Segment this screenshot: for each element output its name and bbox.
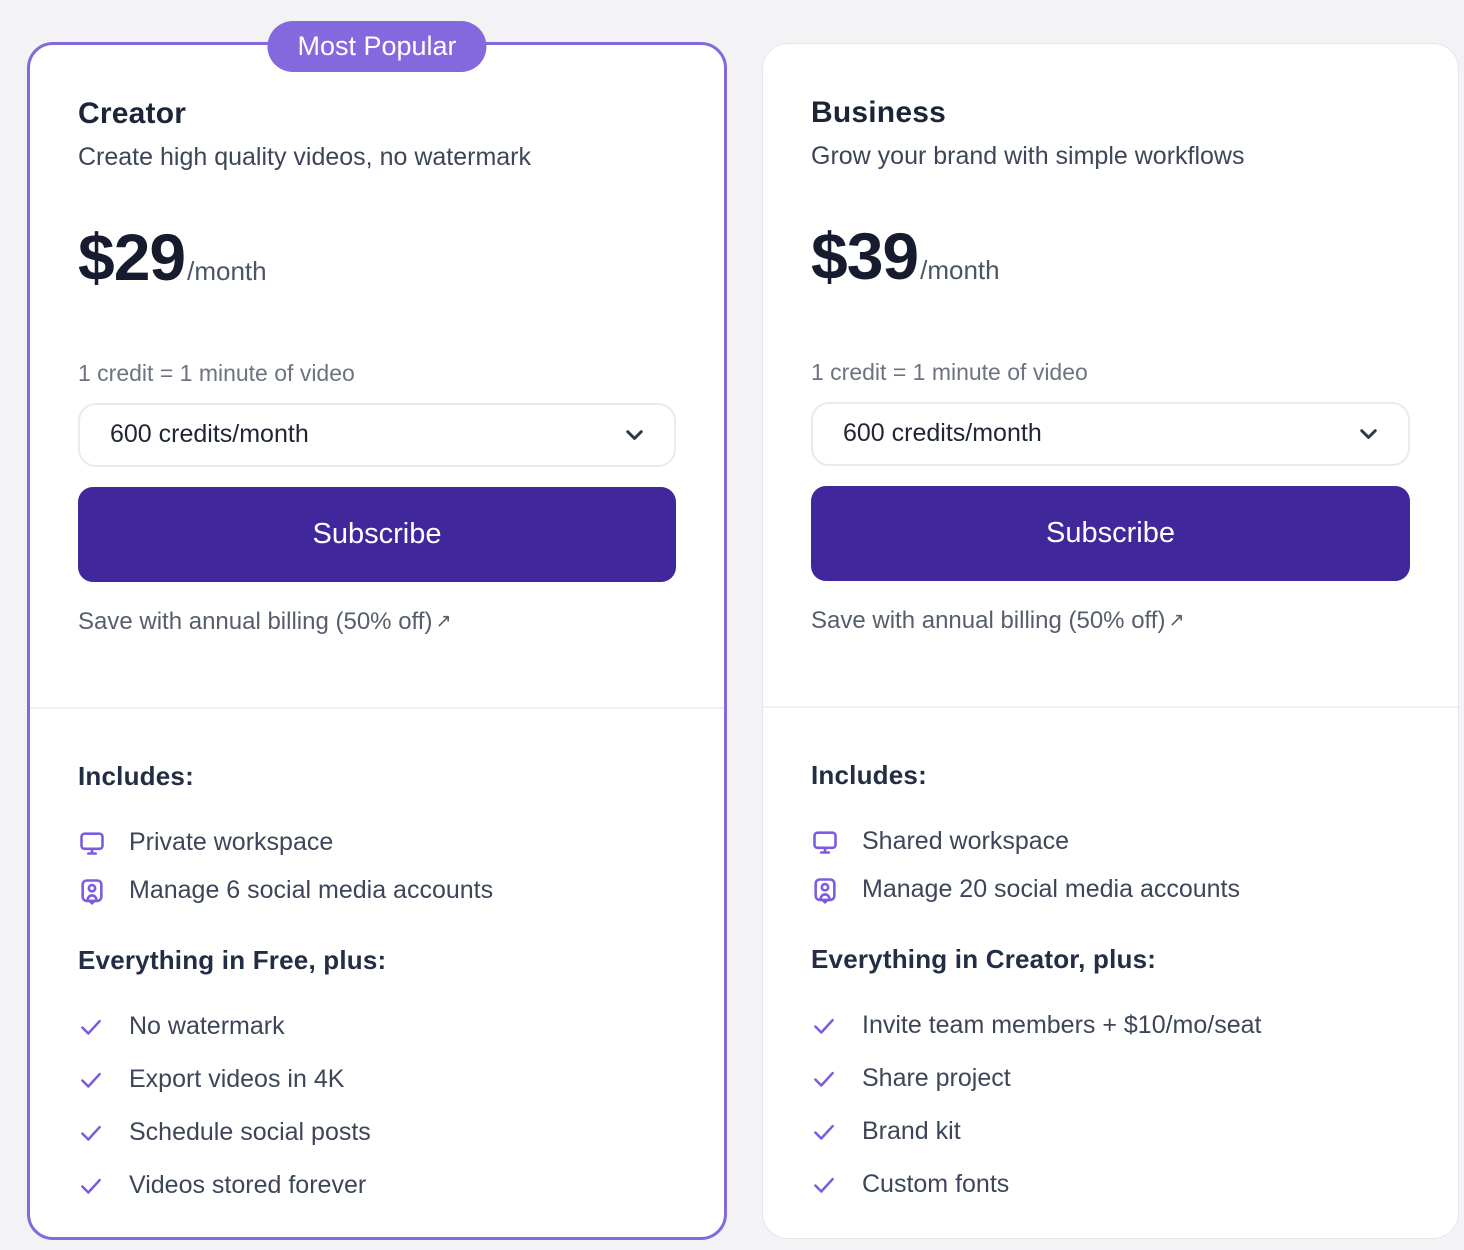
credits-dropdown-business[interactable]: 600 credits/month [811,401,1410,466]
features-list-business: Invite team members + $10/mo/seat Share … [811,1011,1410,1199]
list-item: Invite team members + $10/mo/seat [811,1011,1410,1040]
includes-title: Includes: [78,761,194,791]
list-item: No watermark [78,1012,676,1041]
plan-tagline-creator: Create high quality videos, no watermark [78,143,532,171]
feature-label: Custom fonts [862,1170,1010,1198]
check-icon [78,1014,104,1040]
plus-title: Everything in Creator, plus: [811,944,1157,974]
credit-note: 1 credit = 1 minute of video [811,358,1088,385]
chevron-down-icon [1355,420,1382,447]
includes-title: Includes: [811,760,927,790]
annual-billing-link-creator[interactable]: Save with annual billing (50% off) ↗ [78,608,451,636]
check-icon [811,1066,837,1092]
plan-card-business: Business Grow your brand with simple wor… [762,43,1459,1239]
feature-label: Share project [862,1064,1011,1092]
check-icon [78,1173,104,1199]
creator-card-top: Creator Create high quality videos, no w… [30,45,724,707]
price-period: /month [187,256,267,286]
includes-list-business: Shared workspace Manage 20 social media … [811,827,1410,904]
subscribe-button-creator[interactable]: Subscribe [78,486,676,582]
list-item: Export videos in 4K [78,1065,676,1094]
feature-label: Invite team members + $10/mo/seat [862,1011,1262,1039]
creator-card-bottom: Includes: Private workspace Manage 6 soc… [30,709,724,1200]
list-item: Shared workspace [811,827,1410,856]
include-label: Manage 20 social media accounts [862,875,1241,903]
business-card-top: Business Grow your brand with simple wor… [763,44,1458,706]
plan-title-creator: Creator [78,97,187,130]
card-divider [763,706,1458,708]
features-list-creator: No watermark Export videos in 4K Schedul… [78,1012,676,1200]
price-amount: $39 [811,219,919,293]
list-item: Share project [811,1064,1410,1093]
list-item: Schedule social posts [78,1118,676,1147]
check-icon [78,1067,104,1093]
feature-label: No watermark [129,1012,285,1040]
price-row-creator: $29 /month [78,220,676,296]
person-badge-icon [811,876,839,904]
price-row-business: $39 /month [811,219,1410,295]
list-item: Manage 20 social media accounts [811,875,1410,904]
list-item: Brand kit [811,1117,1410,1146]
plan-title-business: Business [811,96,946,129]
credits-dropdown-value: 600 credits/month [110,420,309,449]
list-item: Manage 6 social media accounts [78,876,676,905]
most-popular-badge: Most Popular [267,21,487,72]
business-card-bottom: Includes: Shared workspace Manage 20 soc… [763,708,1458,1199]
includes-list-creator: Private workspace Manage 6 social media … [78,828,676,905]
feature-label: Schedule social posts [129,1118,371,1146]
credits-dropdown-creator[interactable]: 600 credits/month [78,402,676,467]
chevron-down-icon [621,421,648,448]
plan-tagline-business: Grow your brand with simple workflows [811,142,1245,170]
include-label: Private workspace [129,828,334,856]
feature-label: Brand kit [862,1117,961,1145]
check-icon [811,1172,837,1198]
list-item: Custom fonts [811,1170,1410,1199]
person-badge-icon [78,877,106,905]
subscribe-button-business[interactable]: Subscribe [811,485,1410,581]
annual-billing-link-business[interactable]: Save with annual billing (50% off) ↗ [811,607,1184,635]
external-arrow-icon: ↗ [1168,610,1185,632]
check-icon [811,1013,837,1039]
feature-label: Videos stored forever [129,1171,367,1199]
include-label: Manage 6 social media accounts [129,876,494,904]
monitor-icon [811,828,839,856]
card-divider [30,707,724,709]
list-item: Videos stored forever [78,1171,676,1200]
plan-card-creator: Most Popular Creator Create high quality… [27,21,727,1240]
price-amount: $29 [78,220,186,294]
annual-billing-label: Save with annual billing (50% off) [811,606,1166,634]
check-icon [78,1120,104,1146]
annual-billing-label: Save with annual billing (50% off) [78,607,433,635]
credit-note: 1 credit = 1 minute of video [78,359,355,386]
check-icon [811,1119,837,1145]
monitor-icon [78,829,106,857]
list-item: Private workspace [78,828,676,857]
price-period: /month [920,255,1000,285]
plus-title: Everything in Free, plus: [78,945,387,975]
feature-label: Export videos in 4K [129,1065,345,1093]
external-arrow-icon: ↗ [435,611,452,633]
include-label: Shared workspace [862,827,1070,855]
credits-dropdown-value: 600 credits/month [843,419,1042,448]
